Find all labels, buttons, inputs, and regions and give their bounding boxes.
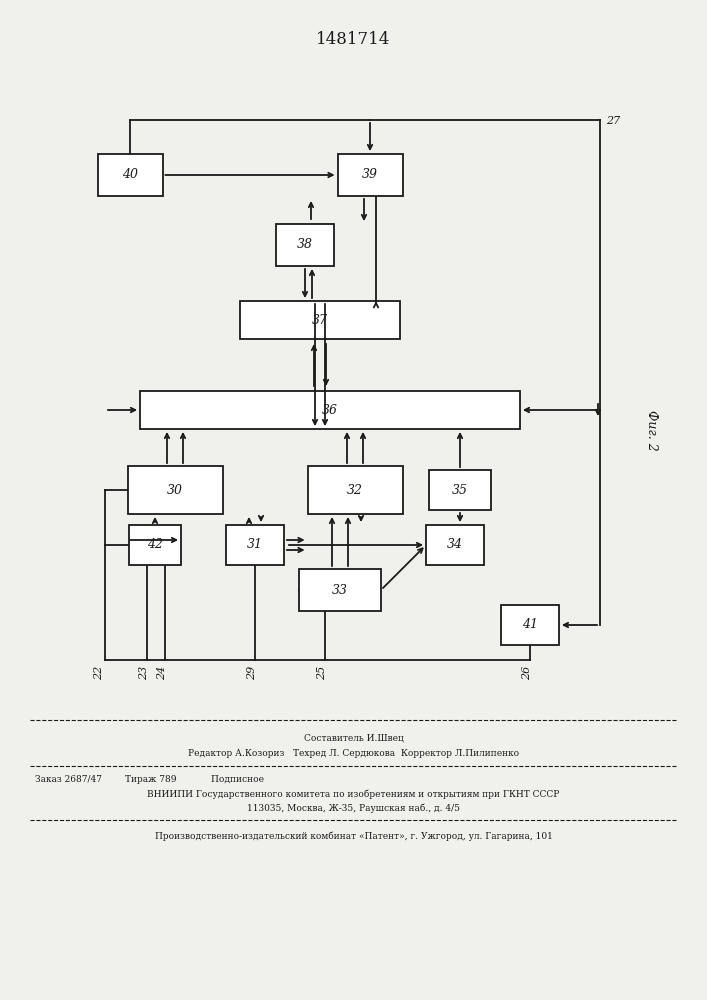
- Text: 31: 31: [247, 538, 263, 552]
- Text: Фиг. 2: Фиг. 2: [645, 410, 658, 450]
- Bar: [129, 525, 181, 565]
- Bar: [98, 154, 163, 196]
- Text: 37: 37: [312, 314, 328, 326]
- Text: 36: 36: [322, 403, 338, 416]
- Bar: [276, 224, 334, 266]
- Text: 29: 29: [247, 666, 257, 680]
- Text: 34: 34: [447, 538, 463, 552]
- Text: Производственно-издательский комбинат «Патент», г. Ужгород, ул. Гагарина, 101: Производственно-издательский комбинат «П…: [155, 831, 552, 841]
- Text: 23: 23: [139, 666, 149, 680]
- Bar: [226, 525, 284, 565]
- Text: 27: 27: [606, 116, 620, 126]
- Text: 113035, Москва, Ж-35, Раушская наб., д. 4/5: 113035, Москва, Ж-35, Раушская наб., д. …: [247, 803, 460, 813]
- Text: 25: 25: [317, 666, 327, 680]
- Text: Составитель И.Швец: Составитель И.Швец: [303, 734, 404, 742]
- Text: 33: 33: [332, 584, 348, 596]
- Text: 26: 26: [522, 666, 532, 680]
- Bar: [299, 569, 381, 611]
- Text: Заказ 2687/47        Тираж 789            Подписное: Заказ 2687/47 Тираж 789 Подписное: [35, 776, 264, 784]
- Text: 38: 38: [297, 238, 313, 251]
- Text: 22: 22: [94, 666, 104, 680]
- Text: 1481714: 1481714: [316, 31, 391, 48]
- Text: 30: 30: [167, 484, 183, 496]
- Bar: [308, 466, 402, 514]
- Bar: [426, 525, 484, 565]
- Text: 40: 40: [122, 168, 138, 182]
- Bar: [501, 605, 559, 645]
- Text: 41: 41: [522, 618, 538, 632]
- Bar: [127, 466, 223, 514]
- Bar: [140, 391, 520, 429]
- Text: 35: 35: [452, 484, 468, 496]
- Bar: [429, 470, 491, 510]
- Text: 32: 32: [347, 484, 363, 496]
- Text: Редактор А.Козориз   Техред Л. Сердюкова  Корректор Л.Пилипенко: Редактор А.Козориз Техред Л. Сердюкова К…: [188, 750, 519, 758]
- Text: 39: 39: [362, 168, 378, 182]
- Bar: [337, 154, 402, 196]
- Bar: [240, 301, 400, 339]
- Text: 24: 24: [157, 666, 167, 680]
- Text: ВНИИПИ Государственного комитета по изобретениям и открытиям при ГКНТ СССР: ВНИИПИ Государственного комитета по изоб…: [147, 789, 560, 799]
- Text: 42: 42: [147, 538, 163, 552]
